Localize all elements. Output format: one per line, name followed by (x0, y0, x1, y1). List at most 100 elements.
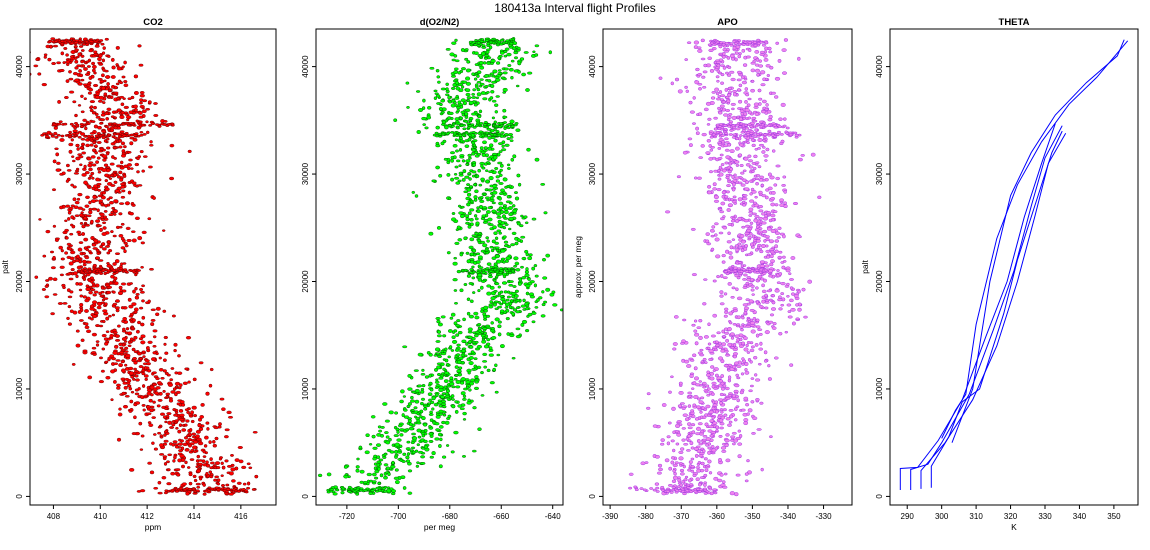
data-point (470, 350, 475, 354)
data-point (69, 232, 74, 236)
data-point (79, 221, 84, 225)
data-point (486, 262, 492, 266)
data-point (118, 363, 123, 368)
data-point (421, 383, 426, 388)
data-point (104, 204, 108, 208)
data-point (466, 99, 471, 102)
data-point (61, 283, 66, 287)
data-point (494, 254, 500, 259)
data-point (156, 381, 162, 385)
y-tick-label: 0 (301, 494, 310, 499)
data-point (761, 110, 766, 114)
data-point (523, 51, 529, 54)
data-point (209, 466, 214, 470)
data-point (459, 124, 464, 128)
y-tick-label: 30000 (301, 162, 310, 185)
data-point (123, 269, 129, 273)
data-point (656, 471, 662, 475)
data-point (400, 389, 405, 394)
data-point (95, 160, 100, 164)
data-point (70, 41, 75, 45)
data-point (761, 150, 766, 154)
data-point (84, 126, 88, 131)
data-point (754, 147, 759, 151)
data-point (498, 173, 503, 177)
data-point (532, 50, 536, 54)
data-point (460, 391, 466, 396)
data-point (384, 419, 390, 423)
data-point (35, 57, 39, 61)
data-point (696, 176, 702, 180)
data-point (435, 125, 440, 130)
data-point (672, 448, 676, 453)
data-point (195, 429, 201, 434)
data-point (226, 410, 232, 415)
y-tick-label: 20000 (301, 270, 310, 293)
data-point (71, 155, 75, 158)
data-point (752, 416, 758, 421)
data-point (83, 180, 88, 185)
data-point (178, 487, 183, 491)
data-point (709, 68, 715, 73)
data-point (488, 40, 494, 44)
data-point (720, 201, 726, 206)
data-point (101, 232, 107, 236)
data-point (98, 259, 104, 262)
data-point (146, 388, 152, 393)
data-point (764, 195, 769, 200)
data-point (147, 217, 152, 221)
data-point (541, 290, 545, 294)
data-point (85, 248, 89, 252)
data-point (713, 199, 720, 203)
data-point (724, 141, 730, 144)
data-point (502, 115, 508, 119)
data-point (738, 52, 742, 56)
data-point (706, 464, 710, 467)
data-point (790, 307, 796, 312)
data-point (451, 212, 456, 215)
data-point (708, 425, 714, 429)
data-point (43, 53, 48, 57)
data-point (188, 472, 193, 477)
data-point (175, 426, 179, 430)
data-point (66, 169, 72, 172)
data-point (559, 308, 563, 312)
data-point (453, 67, 459, 71)
data-point (100, 215, 105, 220)
data-point (730, 336, 735, 340)
data-point (703, 107, 709, 112)
data-point (731, 115, 737, 120)
data-point (465, 81, 471, 86)
data-point (765, 64, 771, 68)
data-point (434, 134, 440, 138)
data-point (427, 384, 432, 387)
data-point (755, 286, 759, 290)
data-point (96, 224, 102, 227)
data-point (193, 478, 198, 483)
data-point (720, 374, 725, 378)
data-point (209, 461, 215, 465)
data-point (94, 144, 98, 149)
data-point (152, 400, 156, 404)
data-point (119, 346, 124, 350)
data-point (153, 114, 159, 117)
data-point (455, 228, 459, 232)
data-point (93, 290, 99, 294)
data-point (137, 236, 143, 241)
data-point (479, 82, 485, 86)
data-point (128, 387, 133, 391)
data-point (209, 472, 214, 477)
data-point (133, 74, 139, 79)
data-point (69, 290, 74, 294)
data-point (482, 206, 487, 210)
data-point (102, 309, 108, 313)
data-point (89, 143, 94, 147)
data-point (721, 329, 726, 334)
data-point (91, 332, 97, 337)
data-point (676, 432, 682, 437)
data-point (696, 46, 702, 50)
data-point (191, 487, 196, 491)
data-point (470, 378, 475, 383)
data-point (64, 251, 69, 255)
data-point (527, 277, 531, 281)
